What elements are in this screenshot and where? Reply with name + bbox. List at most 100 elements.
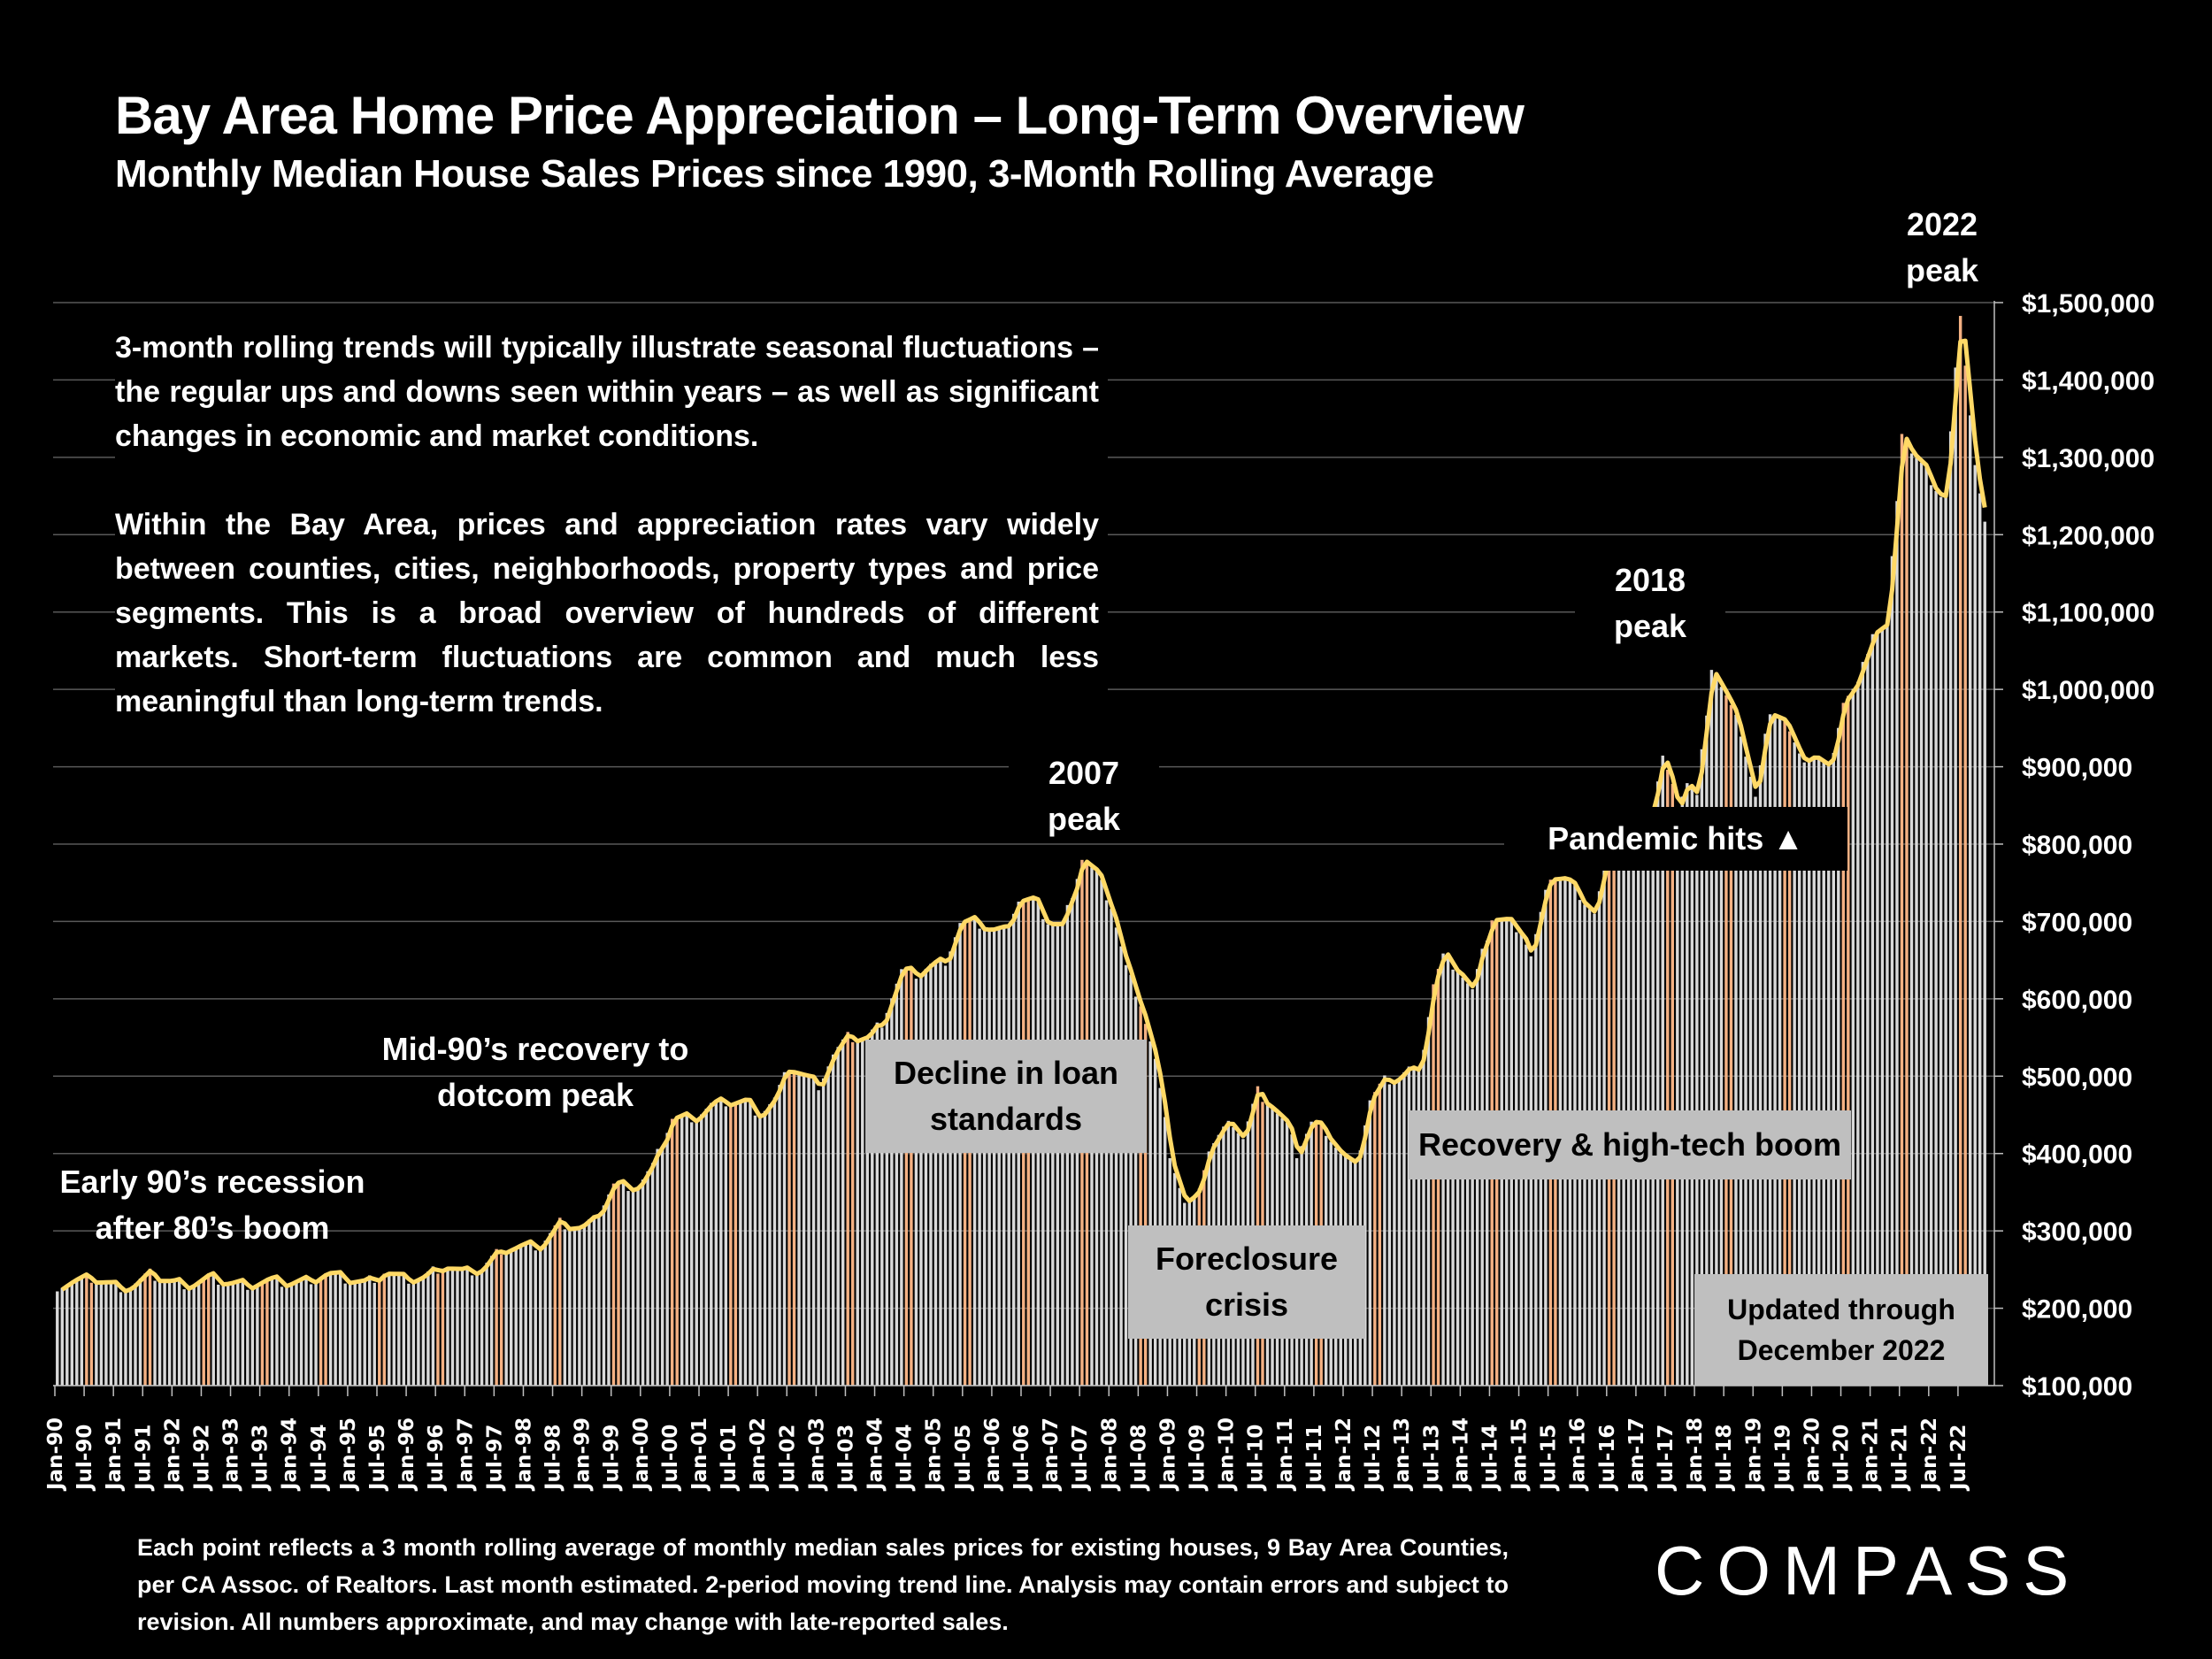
price-bar bbox=[529, 1240, 533, 1386]
x-tick-label: Jul-08 bbox=[1127, 1425, 1150, 1492]
price-bar bbox=[421, 1276, 426, 1386]
x-tick-label: Jul-95 bbox=[366, 1425, 389, 1492]
price-bar bbox=[80, 1276, 84, 1386]
price-bar bbox=[407, 1283, 411, 1386]
price-bar bbox=[1051, 924, 1055, 1386]
price-bar bbox=[733, 1102, 738, 1386]
price-bar bbox=[617, 1181, 620, 1386]
price-bar bbox=[665, 1133, 669, 1386]
price-bar bbox=[128, 1288, 133, 1386]
price-bar bbox=[353, 1281, 357, 1386]
price-bar bbox=[1007, 926, 1010, 1386]
price-bar bbox=[382, 1273, 386, 1386]
price-bar bbox=[719, 1097, 723, 1386]
price-bar bbox=[299, 1278, 303, 1386]
price-bar bbox=[207, 1273, 211, 1386]
price-bar bbox=[753, 1115, 757, 1386]
price-bar bbox=[636, 1187, 640, 1386]
price-bar bbox=[817, 1090, 820, 1386]
price-bar bbox=[192, 1284, 196, 1386]
price-bar bbox=[1061, 924, 1064, 1386]
price-bar bbox=[309, 1284, 313, 1386]
price-bar bbox=[470, 1275, 474, 1386]
price-bar bbox=[1373, 1092, 1377, 1386]
price-bar bbox=[1793, 742, 1796, 1386]
price-bar bbox=[724, 1106, 728, 1386]
price-bar bbox=[1686, 783, 1689, 1386]
price-bar bbox=[289, 1283, 294, 1386]
price-bar bbox=[1666, 769, 1670, 1386]
x-tick-label: Jul-09 bbox=[1187, 1425, 1210, 1492]
price-bar bbox=[807, 1076, 810, 1386]
price-bar bbox=[1929, 485, 1933, 1386]
price-bar bbox=[1129, 974, 1133, 1386]
price-bar bbox=[1978, 493, 1982, 1386]
price-bar bbox=[148, 1268, 152, 1386]
price-bar bbox=[553, 1225, 557, 1386]
price-bar bbox=[1383, 1075, 1386, 1386]
price-bar bbox=[236, 1280, 240, 1386]
price-bar bbox=[134, 1283, 137, 1386]
price-bar bbox=[177, 1278, 181, 1386]
price-bar bbox=[143, 1273, 147, 1386]
price-bar bbox=[997, 927, 1001, 1386]
price-bar bbox=[1948, 431, 1953, 1386]
price-bar bbox=[846, 1032, 849, 1386]
price-bar bbox=[485, 1263, 488, 1386]
price-bar bbox=[1886, 623, 1889, 1386]
price-bar bbox=[1787, 731, 1792, 1386]
price-bar bbox=[378, 1278, 381, 1386]
price-bar bbox=[1056, 924, 1060, 1386]
y-tick-label: $400,000 bbox=[2022, 1141, 2132, 1170]
price-bar bbox=[518, 1244, 523, 1386]
price-bar bbox=[607, 1194, 611, 1386]
x-tick-label: Jan-94 bbox=[279, 1417, 302, 1492]
x-tick-label: Jan-92 bbox=[161, 1417, 184, 1492]
intro-paragraph-1: 3-month rolling trends will typically il… bbox=[115, 331, 1099, 453]
price-bar bbox=[890, 998, 894, 1386]
price-bar bbox=[646, 1171, 649, 1386]
price-bar bbox=[1744, 757, 1747, 1386]
price-bar bbox=[1939, 496, 1943, 1386]
price-bar bbox=[1690, 788, 1694, 1386]
price-bar bbox=[187, 1287, 191, 1386]
price-bar bbox=[768, 1104, 772, 1386]
x-tick-label: Jul-13 bbox=[1420, 1425, 1443, 1492]
x-tick-label: Jan-99 bbox=[572, 1417, 595, 1492]
price-bar bbox=[1758, 764, 1763, 1386]
price-bar bbox=[592, 1215, 596, 1386]
trend-line bbox=[60, 338, 1987, 1294]
price-bar bbox=[1368, 1100, 1372, 1386]
y-tick-label: $1,300,000 bbox=[2022, 444, 2154, 473]
price-bar bbox=[885, 1012, 889, 1386]
price-bar bbox=[802, 1075, 806, 1386]
price-bar bbox=[743, 1098, 748, 1386]
price-bar bbox=[99, 1282, 104, 1386]
price-bar bbox=[1812, 756, 1816, 1386]
annotation-recovery-high-tech: Recovery & high-tech boom bbox=[1409, 1110, 1851, 1179]
price-bar bbox=[1700, 749, 1704, 1386]
price-bar bbox=[446, 1268, 449, 1386]
price-bar bbox=[465, 1265, 469, 1386]
x-tick-label: Jan-14 bbox=[1449, 1417, 1472, 1492]
price-bar bbox=[963, 920, 967, 1386]
price-bar bbox=[710, 1102, 713, 1386]
price-bar bbox=[685, 1112, 688, 1386]
price-bar bbox=[1705, 715, 1709, 1386]
x-tick-label: Jan-11 bbox=[1274, 1417, 1297, 1492]
price-bar bbox=[1709, 670, 1714, 1386]
price-bar bbox=[1754, 796, 1757, 1386]
annotation-2022-peak: 2022 peak bbox=[1905, 206, 1979, 289]
price-bar bbox=[1856, 681, 1860, 1386]
chart-subtitle: Monthly Median House Sales Prices since … bbox=[115, 152, 1434, 196]
price-bar bbox=[1636, 832, 1640, 1386]
y-tick-label: $500,000 bbox=[2022, 1063, 2132, 1092]
price-bar bbox=[1900, 434, 1904, 1386]
price-bar bbox=[1880, 626, 1885, 1386]
price-bar bbox=[295, 1280, 298, 1386]
price-bar bbox=[417, 1279, 420, 1386]
price-bar bbox=[119, 1292, 123, 1386]
price-bar bbox=[1139, 1006, 1142, 1386]
price-bar bbox=[1641, 831, 1645, 1386]
price-bar bbox=[368, 1275, 372, 1386]
